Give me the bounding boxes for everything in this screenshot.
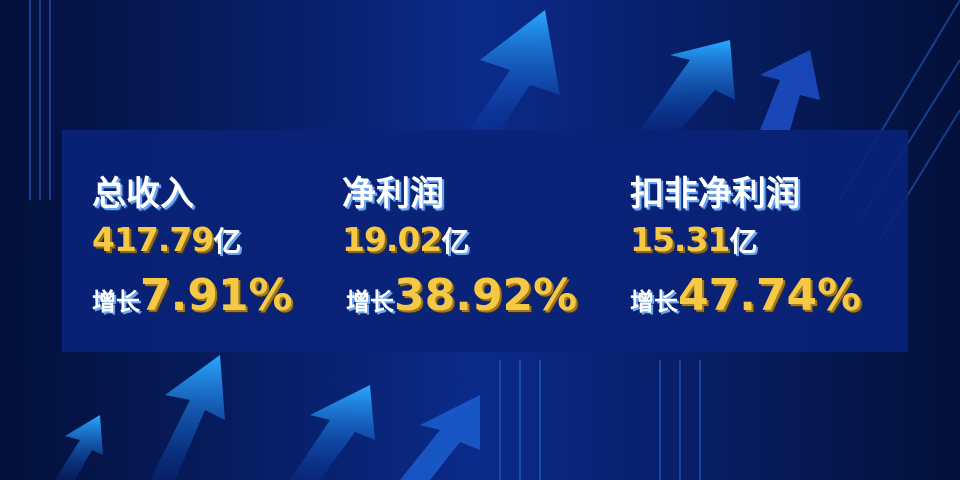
value-unit: 亿 bbox=[729, 225, 758, 258]
growth-value: 38.92% bbox=[394, 270, 578, 321]
growth-label: 增长 bbox=[346, 288, 394, 316]
metric-title: 扣非净利润 bbox=[630, 174, 800, 214]
metric-growth: 增长38.92% bbox=[346, 270, 577, 321]
metric-title: 总收入 bbox=[92, 174, 194, 214]
value-number: 19.02 bbox=[342, 220, 442, 259]
metric-value: 417.79亿 bbox=[92, 220, 241, 260]
growth-value: 7.91% bbox=[140, 270, 293, 321]
metric-title: 净利润 bbox=[342, 174, 444, 214]
growth-label: 增长 bbox=[630, 288, 678, 316]
growth-value: 47.74% bbox=[678, 270, 862, 321]
growth-label: 增长 bbox=[92, 288, 140, 316]
metrics-panel: 总收入 417.79亿 增长7.91% 净利润 19.02亿 增长38.92% … bbox=[62, 130, 908, 352]
value-number: 15.31 bbox=[630, 220, 730, 259]
value-unit: 亿 bbox=[213, 225, 242, 258]
metric-growth: 增长47.74% bbox=[630, 270, 861, 321]
metric-value: 19.02亿 bbox=[342, 220, 469, 260]
value-unit: 亿 bbox=[441, 225, 470, 258]
value-number: 417.79 bbox=[92, 220, 214, 259]
metric-value: 15.31亿 bbox=[630, 220, 757, 260]
metric-growth: 增长7.91% bbox=[92, 270, 293, 321]
